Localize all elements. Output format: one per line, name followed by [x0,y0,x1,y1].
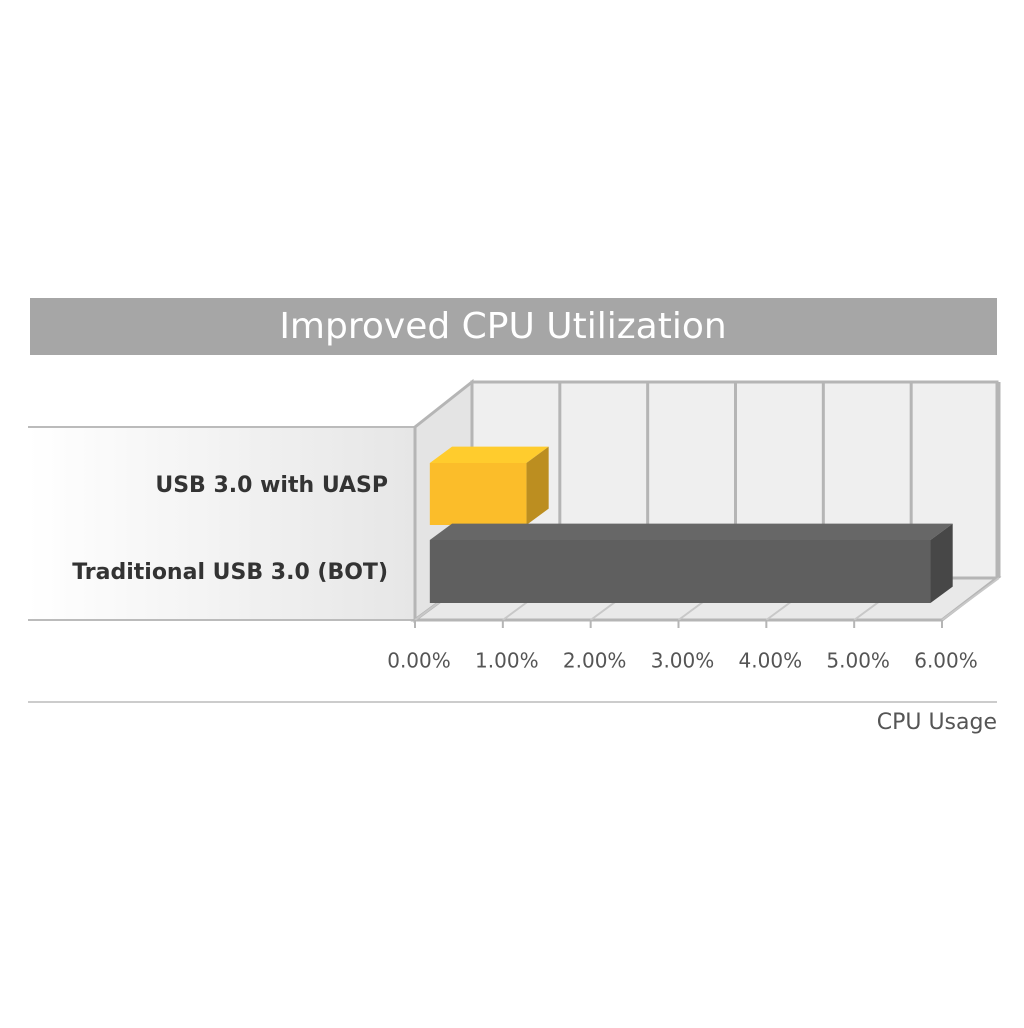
bar-top [429,523,953,540]
x-tick-label: 6.00% [914,649,978,673]
x-tick-label: 3.00% [651,649,715,673]
x-tick-label: 1.00% [475,649,539,673]
label-panel [28,427,415,620]
x-tick-label: 4.00% [739,649,803,673]
bar [429,540,931,603]
title-band [30,298,997,355]
category-label: USB 3.0 with UASP [155,473,388,498]
x-tick-label: 2.00% [563,649,627,673]
x-axis-label: CPU Usage [877,710,997,735]
bar-top [429,446,549,463]
chart-title: Improved CPU Utilization [279,306,726,347]
x-tick-label: 5.00% [826,649,890,673]
x-tick-label: 0.00% [387,649,451,673]
bar-side [930,523,953,603]
bar [429,463,527,525]
floor-grid-line [941,577,1000,621]
bar-side [526,446,549,525]
category-label: Traditional USB 3.0 (BOT) [72,560,388,585]
